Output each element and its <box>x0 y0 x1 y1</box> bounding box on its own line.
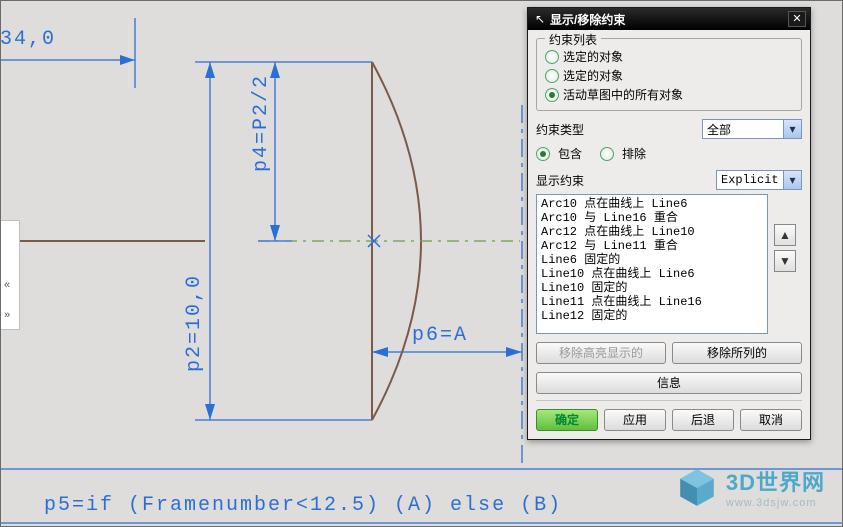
list-item[interactable]: Line10 固定的 <box>541 281 763 295</box>
show-combo[interactable]: Explicit ▾ <box>716 170 802 190</box>
apply-button[interactable]: 应用 <box>604 409 666 431</box>
dialog-title: 显示/移除约束 <box>548 11 788 28</box>
radio-include[interactable] <box>536 147 550 161</box>
constraint-list-group: 约束列表 选定的对象 选定的对象 活动草图中的所有对象 <box>536 38 802 111</box>
radio-all-objects[interactable]: 活动草图中的所有对象 <box>545 85 793 104</box>
group-legend: 约束列表 <box>545 31 601 48</box>
chevron-down-icon[interactable]: ▾ <box>783 120 801 138</box>
left-strip: « » <box>0 220 20 330</box>
radio-label: 选定的对象 <box>563 67 623 84</box>
move-up-button[interactable]: ▲ <box>774 224 796 246</box>
close-icon[interactable]: ✕ <box>788 11 806 27</box>
constraints-dialog: ↖ 显示/移除约束 ✕ 约束列表 选定的对象 选定的对象 活动草图中的所有对象 … <box>527 7 811 440</box>
cancel-button[interactable]: 取消 <box>740 409 802 431</box>
include-label: 包含 <box>558 145 582 162</box>
list-item[interactable]: Line10 点在曲线上 Line6 <box>541 267 763 281</box>
dim-top-left: 34,0 <box>0 28 56 51</box>
radio-exclude[interactable] <box>600 147 614 161</box>
combo-value: 全部 <box>703 121 783 138</box>
chevron-right-icon[interactable]: » <box>4 309 14 321</box>
constraints-listbox[interactable]: Arc10 点在曲线上 Line6Arc10 与 Line16 重合Arc12 … <box>536 194 768 334</box>
radio-label: 活动草图中的所有对象 <box>563 86 683 103</box>
radio-label: 选定的对象 <box>563 48 623 65</box>
cursor-icon: ↖ <box>532 12 548 26</box>
dim-p6: p6=A <box>412 324 468 347</box>
list-item[interactable]: Line6 固定的 <box>541 253 763 267</box>
show-label: 显示约束 <box>536 172 584 189</box>
remove-listed-button[interactable]: 移除所列的 <box>672 342 802 364</box>
dialog-titlebar[interactable]: ↖ 显示/移除约束 ✕ <box>528 8 810 30</box>
list-item[interactable]: Arc10 与 Line16 重合 <box>541 211 763 225</box>
dim-p4: p4=P2/2 <box>250 74 273 172</box>
remove-highlighted-button[interactable]: 移除高亮显示的 <box>536 342 666 364</box>
type-label: 约束类型 <box>536 121 584 138</box>
chevron-down-icon[interactable]: ▾ <box>783 171 801 189</box>
list-item[interactable]: Line11 点在曲线上 Line16 <box>541 295 763 309</box>
combo-value: Explicit <box>717 173 783 187</box>
radio-icon <box>545 88 559 102</box>
back-button[interactable]: 后退 <box>672 409 734 431</box>
list-item[interactable]: Arc12 点在曲线上 Line10 <box>541 225 763 239</box>
move-down-button[interactable]: ▼ <box>774 250 796 272</box>
radio-icon <box>545 69 559 83</box>
list-item[interactable]: Arc12 与 Line11 重合 <box>541 239 763 253</box>
list-item[interactable]: Arc10 点在曲线上 Line6 <box>541 197 763 211</box>
info-button[interactable]: 信息 <box>536 372 802 394</box>
radio-icon <box>545 50 559 64</box>
dim-p2: p2=10,0 <box>183 274 206 372</box>
chevron-left-icon[interactable]: « <box>4 279 14 291</box>
radio-selected-objects-1[interactable]: 选定的对象 <box>545 47 793 66</box>
exclude-label: 排除 <box>622 145 646 162</box>
radio-selected-objects-2[interactable]: 选定的对象 <box>545 66 793 85</box>
ok-button[interactable]: 确定 <box>536 409 598 431</box>
type-combo[interactable]: 全部 ▾ <box>702 119 802 139</box>
list-item[interactable]: Line12 固定的 <box>541 309 763 323</box>
dim-p5: p5=if (Framenumber<12.5) (A) else (B) <box>44 494 562 517</box>
